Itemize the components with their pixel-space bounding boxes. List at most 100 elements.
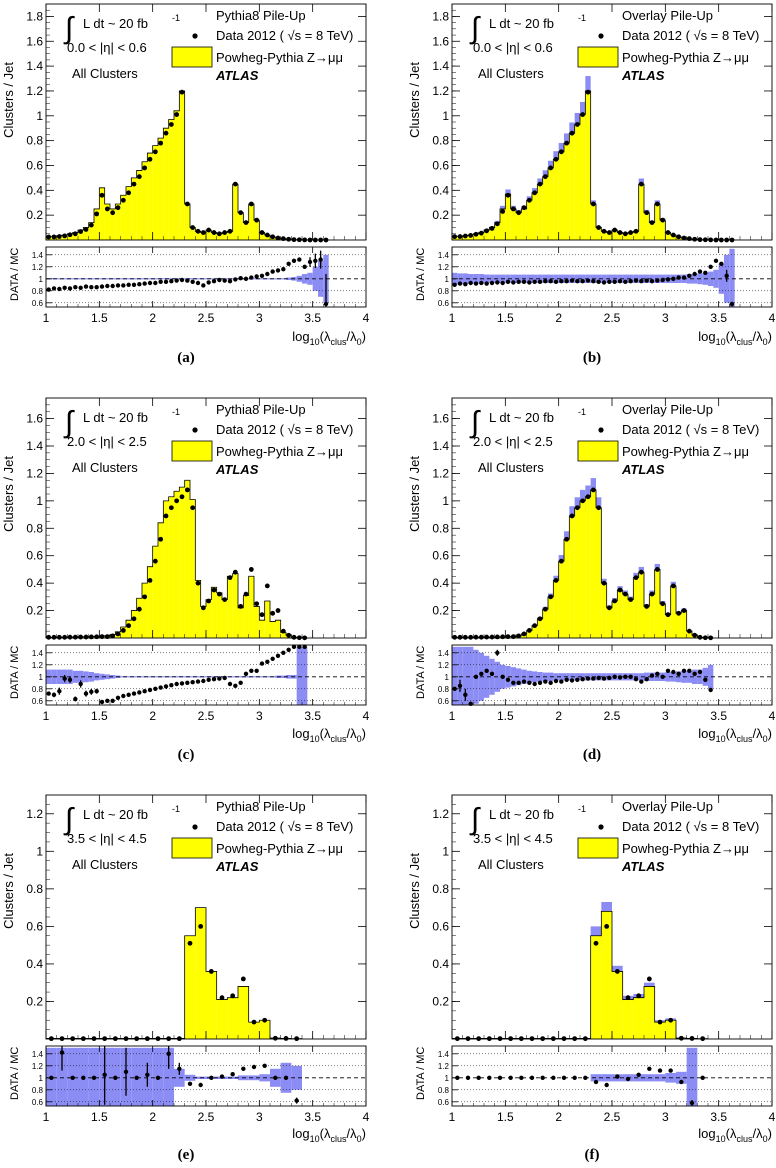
- mc-bar: [596, 227, 602, 240]
- data-point: [168, 122, 174, 127]
- xtick-label: 2.5: [604, 709, 621, 723]
- data-point: [548, 165, 554, 171]
- data-point: [636, 993, 642, 999]
- data-point: [462, 634, 468, 640]
- mc-bar: [478, 232, 484, 240]
- legend-data-label: Data 2012 ( √s = 8 TeV): [216, 819, 353, 834]
- mc-bar: [500, 208, 506, 240]
- ratio-ytick-label: 1.2: [438, 661, 450, 670]
- mc-bar: [644, 986, 655, 1039]
- ratio-point: [115, 283, 121, 288]
- ratio-band: [462, 273, 468, 285]
- ratio-point: [628, 674, 633, 679]
- mc-bar: [622, 594, 628, 638]
- ratio-point: [211, 677, 217, 682]
- ratio-point: [153, 686, 158, 691]
- xtick-label: 4: [769, 1110, 776, 1124]
- x-axis-label-part: 10: [310, 337, 320, 347]
- mc-bar: [638, 184, 644, 240]
- x-axis-label-part: log: [292, 726, 309, 741]
- data-point: [115, 205, 121, 211]
- data-point: [72, 634, 78, 640]
- data-point: [211, 587, 217, 593]
- data-point: [452, 234, 458, 240]
- mc-bar: [644, 606, 650, 638]
- mc-bar: [200, 606, 206, 638]
- mc-bar: [270, 621, 276, 638]
- mc-bar: [670, 235, 676, 240]
- mc-bar: [532, 625, 538, 638]
- x-axis-label-part: /λ: [347, 726, 358, 741]
- legend-mc-label: Powheg-Pythia Z→μμ: [216, 444, 343, 459]
- mc-bar: [190, 499, 196, 638]
- legend-mc-label: Powheg-Pythia Z→μμ: [622, 50, 749, 65]
- ratio-band: [280, 675, 286, 678]
- mc-bar: [227, 997, 238, 1039]
- ratio-point: [323, 301, 329, 307]
- ratio-band: [147, 676, 153, 678]
- lumi-label: L dt ~ 20 fb: [83, 16, 148, 31]
- ytick-label: 0.4: [26, 576, 43, 590]
- x-axis-label-part: (λ: [320, 1126, 331, 1141]
- data-point: [264, 232, 270, 238]
- data-point: [120, 628, 126, 633]
- ratio-y-axis-label: DATA / MC: [415, 1047, 427, 1100]
- mc-bar: [574, 507, 580, 638]
- ratio-point: [233, 683, 238, 688]
- ratio-point: [465, 1075, 471, 1081]
- ratio-point: [689, 1100, 695, 1106]
- data-point: [665, 230, 671, 235]
- ratio-band: [248, 1075, 260, 1081]
- ratio-point: [668, 1068, 673, 1073]
- xtick-label: 3: [662, 1110, 669, 1124]
- ratio-point: [73, 696, 78, 702]
- mc-bar: [654, 203, 660, 240]
- ytick-label: 0.8: [432, 521, 449, 535]
- xtick-label: 3: [256, 709, 263, 723]
- xtick-label: 4: [769, 311, 776, 325]
- data-point: [275, 235, 281, 241]
- x-axis-label-part: clus: [331, 1134, 348, 1144]
- ratio-band: [280, 278, 286, 280]
- ratio-band: [468, 274, 474, 284]
- ratio-point: [660, 674, 665, 679]
- data-point: [110, 633, 116, 639]
- ratio-point: [179, 277, 185, 283]
- mc-bar: [601, 231, 607, 240]
- data-point: [152, 149, 158, 155]
- ratio-point: [676, 671, 681, 676]
- ratio-point: [195, 679, 201, 684]
- ytick-label: 0.6: [26, 549, 43, 563]
- ytick-label: 1.2: [432, 807, 449, 821]
- legend-data-label: Data 2012 ( √s = 8 TeV): [622, 28, 759, 43]
- x-axis-label-part: clus: [331, 337, 348, 347]
- mc-bar: [222, 232, 228, 240]
- ratio-point: [158, 685, 163, 690]
- all-clusters-label: All Clusters: [478, 857, 544, 872]
- ratio-point: [585, 278, 591, 283]
- ratio-point: [62, 285, 67, 290]
- mc-bar: [548, 167, 554, 240]
- ytick-label: 1: [36, 494, 43, 508]
- data-point: [646, 976, 652, 982]
- ratio-point: [596, 675, 601, 681]
- data-point: [286, 632, 292, 638]
- xtick-label: 3: [256, 1110, 263, 1124]
- ratio-point: [163, 279, 169, 284]
- xtick-label: 1: [449, 311, 456, 325]
- xtick-label: 2: [555, 709, 562, 723]
- ratio-point: [286, 647, 291, 652]
- data-point: [264, 583, 270, 589]
- ratio-band: [147, 278, 153, 280]
- ratio-point: [564, 677, 569, 682]
- data-point: [200, 605, 206, 611]
- ratio-ytick-label: 1.4: [438, 1050, 450, 1059]
- data-point: [542, 174, 548, 180]
- ratio-point: [249, 275, 254, 280]
- ratio-point: [665, 277, 671, 282]
- data-point: [126, 623, 132, 629]
- data-point: [665, 612, 671, 618]
- ratio-point: [166, 1051, 171, 1057]
- ytick-label: 0.6: [432, 549, 449, 563]
- ratio-ytick-label: 0.6: [32, 299, 44, 308]
